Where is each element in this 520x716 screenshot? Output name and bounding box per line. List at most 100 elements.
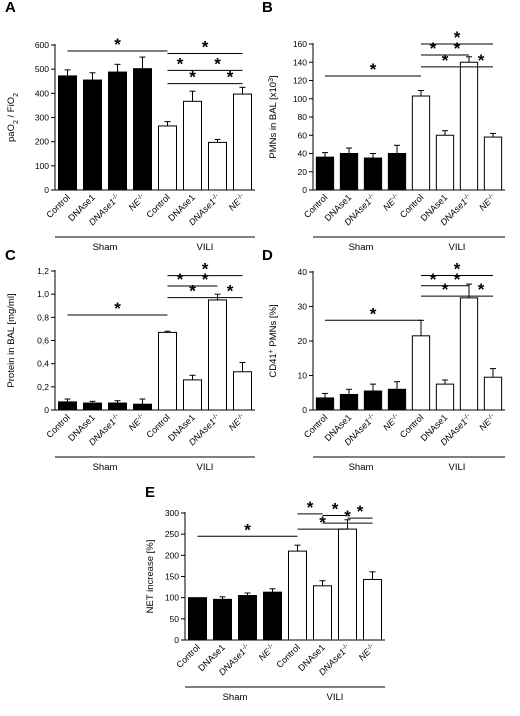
y-tick-label: 0,8 bbox=[37, 312, 49, 322]
bar bbox=[158, 331, 177, 411]
y-tick-label: 40 bbox=[298, 149, 308, 159]
y-tick-label: 200 bbox=[35, 137, 49, 147]
group-label: VILI bbox=[197, 242, 214, 253]
y-tick-label: 600 bbox=[35, 40, 49, 50]
bar bbox=[183, 379, 202, 411]
y-tick-label: 120 bbox=[293, 76, 307, 86]
y-axis-label: PMNs in BAL [x103] bbox=[268, 75, 280, 158]
significance-star: * bbox=[454, 270, 461, 289]
y-tick-label: 50 bbox=[170, 614, 180, 624]
bar bbox=[183, 100, 202, 191]
significance-star: * bbox=[307, 498, 314, 517]
significance-star: * bbox=[430, 39, 437, 58]
y-tick-label: 0,2 bbox=[37, 382, 49, 392]
bar bbox=[315, 156, 335, 191]
y-tick-label: 10 bbox=[298, 371, 308, 381]
bar bbox=[338, 528, 357, 641]
bar bbox=[263, 591, 282, 641]
y-tick-label: 140 bbox=[293, 57, 307, 67]
significance-star: * bbox=[114, 35, 121, 54]
y-tick-label: 100 bbox=[293, 94, 307, 104]
x-tick-label: NE-/- bbox=[381, 192, 402, 213]
bar bbox=[58, 401, 77, 411]
y-axis-label: NET increase [%] bbox=[145, 540, 156, 614]
y-tick-label: 0 bbox=[44, 405, 49, 415]
x-tick-label: NE-/- bbox=[477, 192, 498, 213]
y-tick-label: 20 bbox=[298, 167, 308, 177]
bar bbox=[339, 153, 359, 191]
significance-star: * bbox=[214, 54, 221, 73]
panel-letter: B bbox=[262, 0, 273, 16]
panel-b: B 0 20 40 60 80 100 120 140 160 PMNs in BAL [x103]… bbox=[262, 0, 505, 253]
group-label: VILI bbox=[449, 242, 466, 253]
x-tick-label: NE-/- bbox=[126, 412, 147, 433]
bar bbox=[108, 71, 127, 191]
bar bbox=[208, 299, 227, 411]
group-label: VILI bbox=[449, 462, 466, 473]
y-tick-label: 160 bbox=[293, 39, 307, 49]
bar bbox=[133, 403, 152, 411]
y-tick-label: 30 bbox=[298, 302, 308, 312]
group-label: Sham bbox=[93, 462, 118, 473]
bar bbox=[411, 95, 431, 191]
x-tick-label: NE-/- bbox=[256, 642, 277, 663]
panel-letter: C bbox=[5, 247, 16, 264]
group-label: Sham bbox=[349, 242, 374, 253]
group-label: Sham bbox=[223, 692, 248, 703]
significance-star: * bbox=[478, 51, 485, 70]
y-tick-label: 20 bbox=[298, 336, 308, 346]
bar bbox=[233, 93, 252, 191]
significance-star: * bbox=[357, 502, 364, 521]
bar bbox=[363, 390, 383, 411]
significance-star: * bbox=[332, 500, 339, 519]
significance-star: * bbox=[344, 507, 351, 526]
y-axis-label: Protein in BAL [mg/ml] bbox=[6, 293, 17, 387]
bar bbox=[213, 598, 232, 641]
bar bbox=[459, 297, 479, 411]
significance-star: * bbox=[227, 68, 234, 87]
bar bbox=[133, 68, 152, 191]
y-tick-label: 0 bbox=[302, 185, 307, 195]
significance-star: * bbox=[189, 282, 196, 301]
y-tick-label: 1,0 bbox=[37, 289, 49, 299]
bar bbox=[459, 61, 479, 191]
group-label: VILI bbox=[197, 462, 214, 473]
significance-star: * bbox=[442, 280, 449, 299]
group-label: Sham bbox=[349, 462, 374, 473]
bar bbox=[188, 597, 207, 641]
panel-letter: E bbox=[145, 484, 155, 501]
bar bbox=[233, 371, 252, 411]
x-tick-label: NE-/- bbox=[477, 412, 498, 433]
significance-star: * bbox=[454, 28, 461, 47]
y-tick-label: 500 bbox=[35, 64, 49, 74]
y-tick-label: 0,6 bbox=[37, 336, 49, 346]
y-tick-label: 60 bbox=[298, 130, 308, 140]
y-tick-label: 100 bbox=[165, 593, 179, 603]
significance-star: * bbox=[370, 60, 377, 79]
bar bbox=[363, 157, 383, 191]
significance-star: * bbox=[202, 270, 209, 289]
bar bbox=[313, 585, 332, 641]
significance-star: * bbox=[454, 259, 461, 278]
y-tick-label: 300 bbox=[165, 508, 179, 518]
bar bbox=[483, 376, 503, 411]
bar bbox=[483, 136, 503, 191]
y-tick-label: 0,4 bbox=[37, 359, 49, 369]
y-tick-label: 150 bbox=[165, 572, 179, 582]
y-tick-label: 400 bbox=[35, 88, 49, 98]
bar bbox=[315, 397, 335, 411]
significance-star: * bbox=[202, 37, 209, 56]
significance-star: * bbox=[114, 299, 121, 318]
significance-star: * bbox=[202, 260, 209, 279]
bar bbox=[83, 402, 102, 411]
y-tick-label: 0 bbox=[302, 405, 307, 415]
bar bbox=[238, 595, 257, 641]
bar bbox=[58, 75, 77, 191]
bar bbox=[339, 393, 359, 411]
significance-star: * bbox=[370, 304, 377, 323]
x-tick-label: NE-/- bbox=[226, 192, 247, 213]
